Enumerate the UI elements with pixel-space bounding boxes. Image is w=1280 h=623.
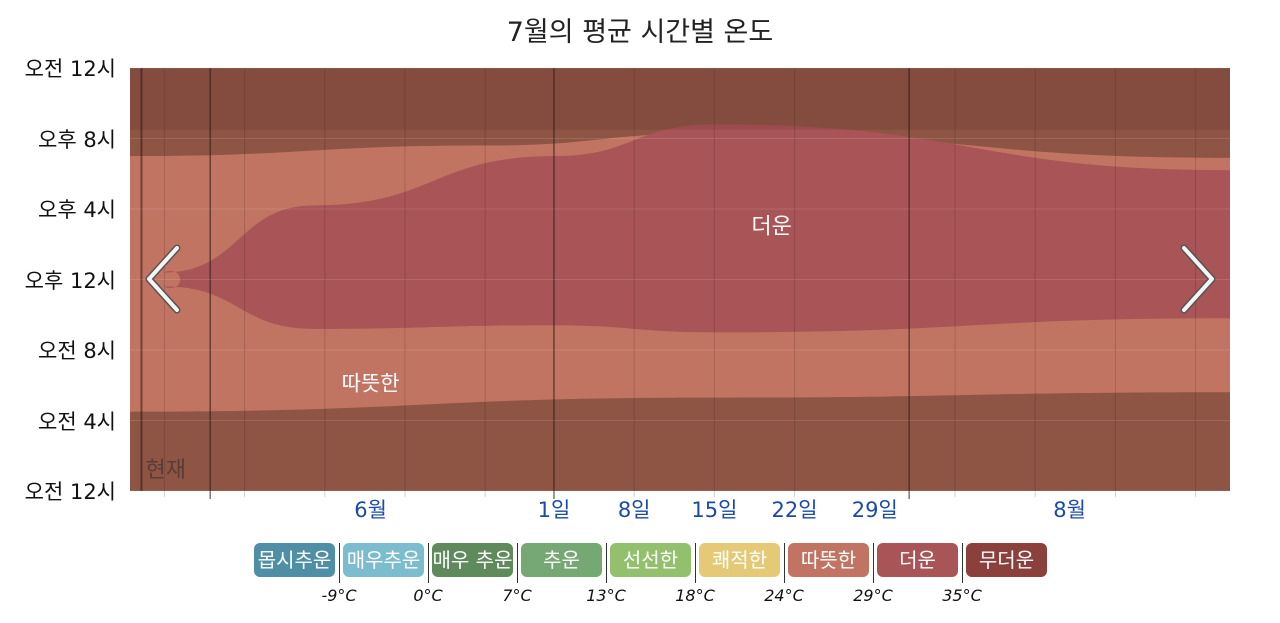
x-tick-label: 15일 [691, 498, 738, 522]
current-label: 현재 [145, 458, 185, 483]
y-tick-label: 오후 4시 [38, 198, 116, 222]
legend-separator [606, 543, 607, 583]
y-tick-label: 오후 8시 [38, 127, 116, 152]
x-tick-label: 8일 [617, 498, 651, 522]
legend-thresholds: -9°C 0°C 7°C 13°C 18°C 24°C 29°C 35°C [0, 586, 1280, 610]
legend-separator [517, 543, 518, 583]
prev-button[interactable] [141, 242, 185, 316]
region-label-warm: 따뜻한 [342, 372, 400, 396]
legend-item: 무더운 [966, 543, 1047, 577]
legend-separator [339, 543, 340, 583]
x-tick-label: 6월 [354, 498, 387, 522]
y-tick-label: 오전 12시 [24, 480, 116, 504]
threshold-label: 0°C [413, 586, 443, 605]
region-label-hot: 더운 [751, 215, 791, 240]
legend-separator [784, 543, 785, 583]
threshold-label: 7°C [502, 586, 532, 605]
night-shade-top [130, 68, 1230, 130]
legend-separator [962, 543, 963, 583]
legend-item: 추운 [521, 543, 602, 577]
legend-item: 매우추운 [343, 543, 424, 577]
region-hot [163, 124, 1231, 333]
legend-item: 더운 [877, 543, 958, 577]
threshold-label: 35°C [942, 586, 982, 605]
legend-item: 매우 추운 [432, 543, 513, 577]
next-button[interactable] [1176, 242, 1220, 316]
chevron-right-icon [1180, 244, 1216, 314]
legend: 몹시추운 매우추운 매우 추운 추운 선선한 쾌적한 따뜻한 더운 무더운 [0, 543, 1280, 583]
y-tick-label: 오후 12시 [24, 268, 116, 293]
x-tick-label: 29일 [851, 498, 898, 522]
chevron-left-icon [145, 244, 181, 314]
threshold-label: 24°C [764, 586, 804, 605]
legend-separator [873, 543, 874, 583]
x-tick-label: 1일 [537, 498, 571, 522]
legend-item: 쾌적한 [699, 543, 780, 577]
legend-item: 따뜻한 [788, 543, 869, 577]
y-axis-labels: 오전 12시 오전 4시 오전 8시 오후 12시 오후 4시 오후 8시 오전 12시 [0, 0, 124, 623]
chart-title: 7월의 평균 시간별 온도 [506, 17, 774, 48]
legend-separator [695, 543, 696, 583]
threshold-label: 29°C [853, 586, 893, 605]
y-tick-label: 오전 12시 [24, 57, 116, 81]
threshold-label: -9°C [321, 586, 357, 605]
legend-item: 몹시추운 [254, 543, 335, 577]
x-tick-label: 22일 [771, 498, 818, 522]
y-tick-label: 오전 4시 [38, 409, 116, 434]
threshold-label: 18°C [675, 586, 715, 605]
y-tick-label: 오전 8시 [38, 339, 116, 363]
x-tick-label: 8월 [1053, 498, 1086, 522]
x-axis-labels: 6월 1일 8일 15일 22일 29일 8월 [0, 494, 1280, 526]
legend-item: 선선한 [610, 543, 691, 577]
threshold-label: 13°C [586, 586, 626, 605]
legend-separator [428, 543, 429, 583]
